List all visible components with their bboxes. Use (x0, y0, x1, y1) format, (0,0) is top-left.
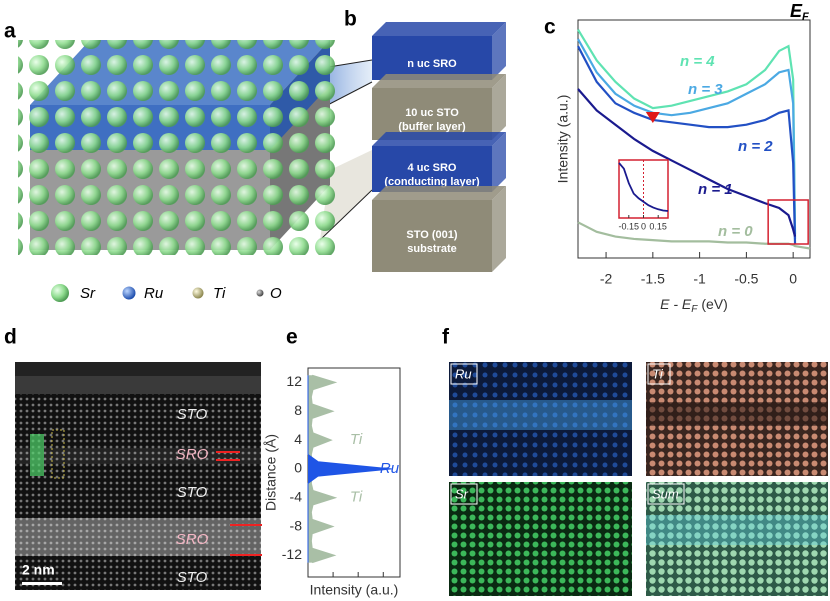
legend-swatch (51, 284, 69, 302)
inset-tick-label: -0.15 (619, 221, 640, 231)
layer-label: STO (177, 569, 208, 586)
crystal-illustration (18, 40, 373, 255)
layer-label: SRO (176, 446, 209, 463)
series-line (577, 221, 811, 250)
inset-tick-label: 0 (641, 221, 646, 231)
series-label: n = 4 (680, 53, 715, 70)
x-label-sub: F (691, 304, 698, 315)
y-tick-label: 8 (294, 402, 302, 418)
block-side (492, 22, 506, 80)
block-top (372, 22, 506, 36)
series-line (577, 45, 797, 244)
block-front (372, 88, 492, 140)
y-tick-label: -8 (290, 517, 303, 533)
x-tick-label: 0 (789, 271, 797, 287)
x-label-unit: (eV) (701, 296, 727, 312)
legend-swatch (256, 289, 264, 297)
legend-label: Ru (144, 285, 164, 302)
fermi-main: E (790, 1, 803, 21)
highlight-box (767, 199, 809, 245)
legend-label: Sr (80, 285, 96, 302)
layer-text: substrate (407, 243, 457, 255)
panel-label: f (442, 326, 450, 349)
map-label: Sr (455, 486, 469, 501)
block-top (372, 186, 506, 200)
layer-text: (conducting layer) (384, 176, 480, 188)
area-fill (308, 375, 336, 563)
block-side (492, 186, 506, 272)
panel-label: d (4, 326, 17, 349)
series-label: n = 2 (738, 138, 773, 155)
layer-label: STO (177, 406, 208, 423)
series-label: n = 1 (698, 181, 733, 198)
y-tick-label: 0 (294, 460, 302, 476)
x-axis-label: E - EF (eV) (660, 296, 728, 315)
fermi-label: EF (790, 1, 809, 23)
x-axis-label: Intensity (a.u.) (310, 582, 399, 598)
block-front (372, 146, 492, 192)
layer-label: SRO (176, 531, 209, 548)
layer-text: 4 uc SRO (408, 162, 457, 174)
block-front (372, 36, 492, 80)
x-label-main: E - E (660, 296, 692, 312)
inset-tick-label: 0.15 (649, 221, 667, 231)
series-line (577, 28, 797, 235)
y-tick-label: 12 (286, 373, 302, 389)
y-axis-label: Distance (Å) (263, 434, 279, 511)
block-top (372, 74, 506, 88)
x-tick-label: -2 (600, 271, 613, 287)
legend-label: O (270, 285, 282, 302)
plot-frame (577, 19, 811, 259)
map-label: Sum (652, 486, 679, 501)
y-tick-label: -4 (290, 488, 303, 504)
fermi-sub: F (802, 11, 809, 23)
series-label: n = 3 (688, 81, 723, 98)
series-line (577, 88, 797, 237)
panel-label: e (286, 326, 298, 349)
x-tick-label: -1 (693, 271, 706, 287)
map-label: Ru (455, 366, 472, 381)
block-side (492, 132, 506, 192)
block-top (372, 132, 506, 146)
y-tick-label: -12 (282, 546, 302, 562)
legend-swatch (192, 287, 204, 299)
scale-bar-label: 2 nm (22, 562, 55, 578)
layer-stack: n uc SRO 10 uc STO (buffer layer) 4 uc SRO (… (372, 22, 506, 272)
layer-text: (buffer layer) (398, 121, 466, 133)
legend-swatch (122, 286, 136, 300)
layer-text: 10 uc STO (405, 107, 459, 119)
series-line (577, 38, 797, 239)
block-side (492, 74, 506, 140)
panel-label: a (4, 20, 16, 43)
panel-label: b (344, 8, 357, 31)
series-label: Ti (350, 431, 363, 448)
y-tick-label: 4 (294, 431, 302, 447)
layer-text: STO (001) (406, 229, 457, 241)
layer-text: n uc SRO (407, 58, 457, 70)
y-axis-label: Intensity (a.u.) (555, 95, 571, 184)
x-tick-label: -0.5 (734, 271, 758, 287)
feature-marker (645, 111, 660, 123)
series-line (307, 375, 392, 563)
layer-label: STO (177, 484, 208, 501)
series-label: Ti (350, 489, 363, 506)
map-label: Ti (652, 366, 664, 381)
element-maps (449, 362, 828, 596)
series-label: n = 0 (718, 223, 753, 240)
block-front (372, 200, 492, 272)
stem-image (15, 362, 262, 590)
panel-label: c (544, 16, 556, 39)
area-fill (308, 375, 392, 563)
x-tick-label: -1.5 (641, 271, 665, 287)
legend-label: Ti (213, 285, 226, 302)
series-label: Ru (380, 460, 400, 477)
inset-line (618, 162, 669, 212)
